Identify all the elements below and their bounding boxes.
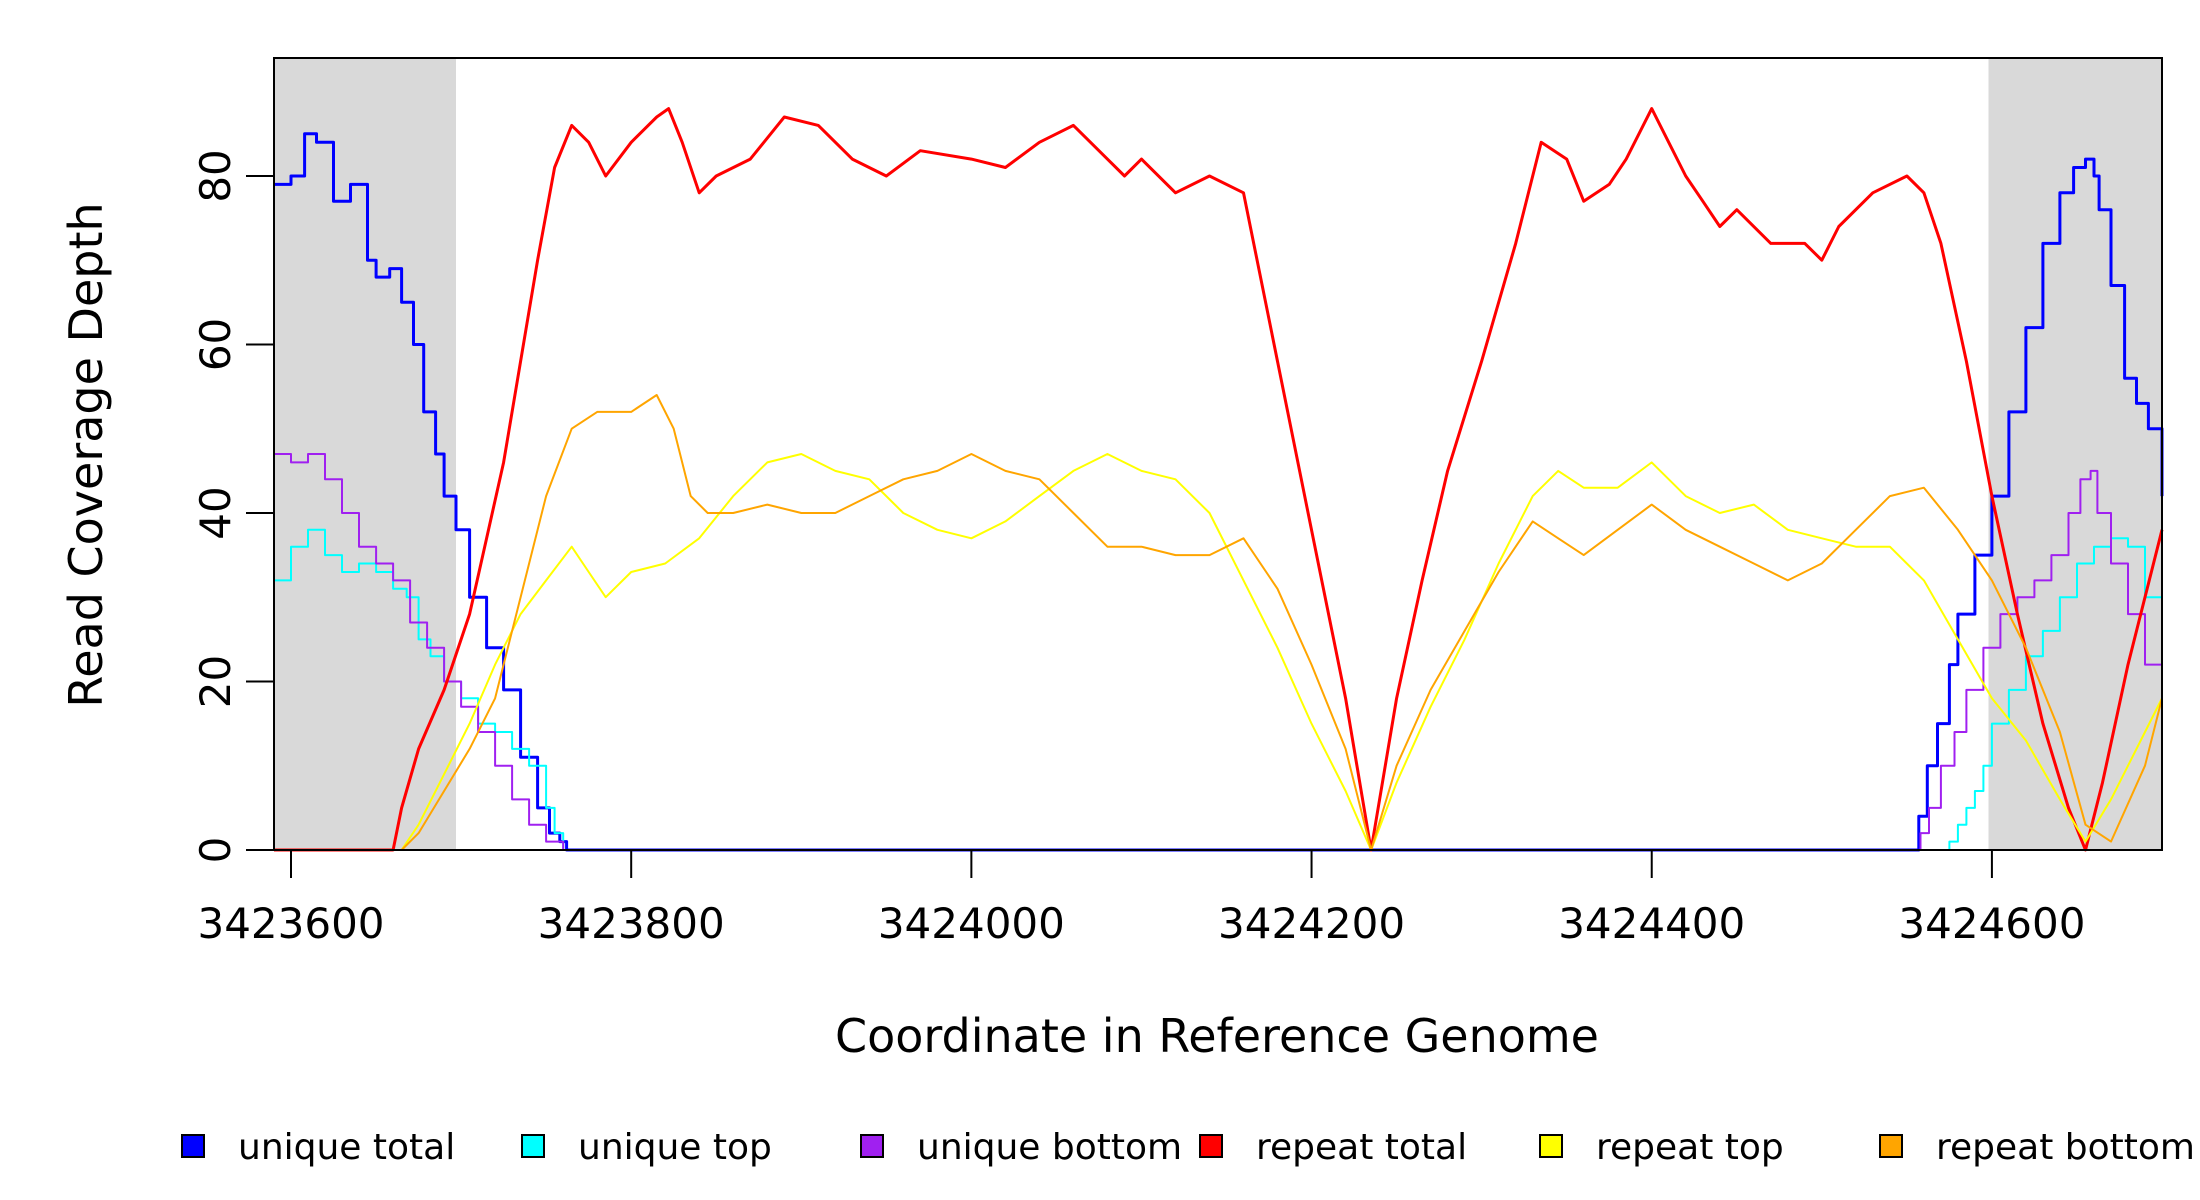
axes-layer: 3423600 3423800 3424000 3424200 3424400 34246… (191, 149, 2085, 948)
legend-item-unique-bottom: unique bottom (860, 1127, 1182, 1168)
legend-item-unique-top: unique top (521, 1127, 772, 1168)
series-layer (274, 107, 2164, 852)
y-tick-label: 0 (191, 837, 240, 864)
legend-label: repeat top (1596, 1127, 1784, 1168)
legend-swatch (1199, 1134, 1223, 1158)
legend-item-repeat-total: repeat total (1199, 1127, 1467, 1168)
y-tick-label: 60 (191, 318, 240, 371)
legend-swatch (181, 1134, 205, 1158)
y-tick-label: 20 (191, 655, 240, 708)
legend: unique total unique top unique bottom repea… (181, 1127, 2195, 1168)
legend-label: unique total (238, 1127, 455, 1168)
legend-item-unique-total: unique total (181, 1127, 455, 1168)
legend-label: unique top (578, 1127, 772, 1168)
legend-label: repeat bottom (1936, 1127, 2195, 1168)
series-line-repeat-top (274, 453, 2163, 851)
legend-item-repeat-top: repeat top (1539, 1127, 1784, 1168)
series-line-unique-total (274, 132, 2164, 852)
x-axis-title: Coordinate in Reference Genome (835, 1009, 1599, 1063)
y-axis-title: Read Coverage Depth (59, 202, 113, 707)
x-tick-label: 3424000 (878, 899, 1065, 948)
legend-swatch (860, 1134, 884, 1158)
x-tick-label: 3424600 (1898, 899, 2085, 948)
legend-swatch (521, 1134, 545, 1158)
y-tick-label: 40 (191, 486, 240, 539)
legend-item-repeat-bottom: repeat bottom (1879, 1127, 2195, 1168)
series-line-repeat-bottom (274, 394, 2163, 851)
shaded-region-1 (274, 58, 456, 850)
x-tick-label: 3424200 (1218, 899, 1405, 948)
series-line-unique-bottom (274, 453, 2163, 851)
legend-swatch (1539, 1134, 1563, 1158)
legend-label: repeat total (1256, 1127, 1467, 1168)
shaded-region-2 (1988, 58, 2162, 850)
series-line-unique-top (274, 528, 2163, 851)
shaded-regions-layer (274, 58, 2162, 850)
plot-frame (273, 57, 2163, 851)
y-tick-label: 80 (191, 149, 240, 202)
x-tick-label: 3424400 (1558, 899, 1745, 948)
x-tick-label: 3423800 (538, 899, 725, 948)
legend-label: unique bottom (917, 1127, 1182, 1168)
series-line-repeat-total (274, 107, 2164, 852)
legend-swatch (1879, 1134, 1903, 1158)
x-tick-label: 3423600 (197, 899, 384, 948)
